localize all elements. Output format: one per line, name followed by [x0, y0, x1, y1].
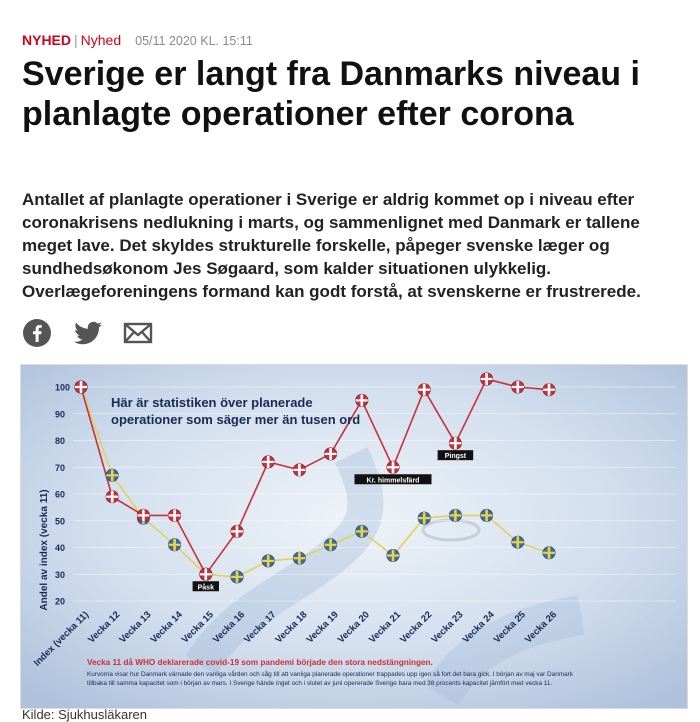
data-point-sweden — [355, 524, 369, 538]
chart-footnote-2: tillbaka till samma kapacitet som i börj… — [87, 680, 552, 687]
y-tick-label: 100 — [55, 383, 70, 393]
data-point-denmark — [292, 463, 306, 477]
section-label[interactable]: NYHED — [22, 32, 72, 48]
data-point-sweden — [386, 549, 400, 562]
y-tick-label: 40 — [55, 543, 65, 553]
data-point-denmark — [105, 490, 119, 504]
data-point-denmark — [261, 455, 275, 469]
annotation-box — [354, 474, 432, 485]
meta-separator: | — [74, 32, 78, 48]
article-timestamp: 05/11 2020 KL. 15:11 — [135, 34, 253, 48]
data-point-sweden — [448, 508, 462, 522]
series-line-denmark — [80, 378, 550, 576]
data-point-denmark — [230, 524, 244, 538]
data-point-denmark — [511, 380, 525, 394]
background-glove-shape — [185, 446, 384, 675]
chart-footnote-red: Vecka 11 då WHO deklarerade covid-19 som… — [87, 657, 433, 667]
y-tick-label: 90 — [55, 409, 65, 419]
chart-footnote-1: Kurvorna visar hur Danmark värnade den v… — [87, 670, 574, 678]
y-tick-label: 30 — [55, 570, 65, 580]
share-bar — [22, 318, 153, 348]
annotation-label: Pingst — [445, 453, 467, 460]
annotation-box — [437, 450, 474, 461]
data-point-sweden — [168, 538, 182, 552]
email-icon[interactable] — [122, 318, 153, 348]
data-point-sweden — [105, 468, 119, 482]
chart-title-line1: Här är statistiken över planerade — [111, 395, 313, 410]
y-tick-label: 20 — [55, 597, 65, 607]
subsection-label[interactable]: Nyhed — [80, 32, 122, 48]
data-point-denmark — [542, 383, 556, 397]
data-point-denmark — [199, 567, 213, 581]
article-headline: Sverige er langt fra Danmarks niveau i p… — [22, 55, 640, 133]
annotation-label: Kr. himmelsfärd — [367, 477, 420, 484]
data-point-sweden — [480, 508, 494, 522]
data-point-sweden — [292, 551, 306, 565]
chart-image: 100 90 80 70 60 50 40 30 20 Index (vecka 11) Veck… — [20, 364, 688, 709]
data-point-sweden — [261, 554, 275, 568]
data-point-denmark — [168, 508, 182, 522]
chart-title-line2: operationer som säger mer än tusen ord — [111, 412, 360, 427]
y-tick-label: 50 — [55, 516, 65, 526]
data-point-sweden — [230, 570, 244, 584]
data-point-sweden — [542, 546, 556, 560]
background-hand-shape — [423, 595, 585, 706]
data-point-denmark — [74, 380, 88, 394]
y-axis-label: Andel av index (vecka 11) — [39, 489, 50, 610]
data-point-denmark — [136, 508, 150, 522]
data-point-denmark — [355, 393, 369, 407]
series-line-sweden — [80, 386, 550, 578]
annotation-box — [192, 581, 219, 592]
data-point-sweden — [324, 538, 338, 552]
twitter-icon[interactable] — [72, 318, 102, 348]
data-point-denmark — [417, 383, 431, 397]
article-meta: NYHED | Nyhed 05/11 2020 KL. 15:11 — [22, 32, 253, 48]
facebook-icon[interactable] — [22, 318, 52, 348]
y-tick-label: 70 — [55, 463, 65, 473]
data-point-denmark — [324, 447, 338, 461]
data-point-denmark — [480, 372, 494, 386]
y-tick-label: 60 — [55, 490, 65, 500]
data-point-denmark — [386, 460, 400, 474]
chart-background — [21, 365, 687, 708]
data-point-denmark — [448, 436, 462, 450]
image-credit: Kilde: Sjukhusläkaren — [22, 707, 148, 722]
data-point-sweden — [511, 535, 525, 549]
article-lead: Antallet af planlagte operationer i Sver… — [22, 190, 641, 301]
annotation-label: Påsk — [198, 583, 214, 591]
data-point-sweden — [417, 511, 431, 525]
y-tick-label: 80 — [55, 436, 65, 446]
